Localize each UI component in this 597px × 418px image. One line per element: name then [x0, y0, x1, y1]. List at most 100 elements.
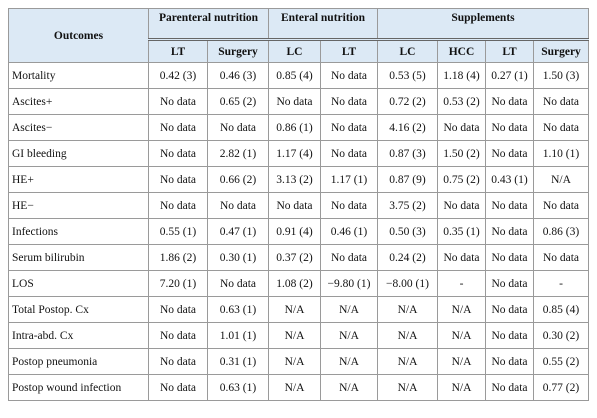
cell-value: No data — [148, 114, 208, 141]
cell-value: N/A — [268, 374, 321, 401]
cell-value: 0.77 (2) — [533, 374, 589, 401]
cell-value: 0.75 (2) — [437, 166, 486, 193]
cell-value: 0.37 (2) — [268, 244, 321, 271]
cell-value: No data — [437, 244, 486, 271]
cell-value: No data — [207, 114, 269, 141]
cell-value: No data — [485, 322, 534, 349]
cell-value: 3.13 (2) — [268, 166, 321, 193]
cell-value: 1.50 (2) — [437, 140, 486, 167]
column-header: LT — [148, 39, 208, 63]
cell-value: 0.46 (1) — [320, 218, 378, 245]
cell-value: 0.53 (2) — [437, 88, 486, 115]
column-header: LC — [377, 39, 438, 63]
outcome-label: Total Postop. Cx — [8, 296, 149, 323]
column-header: LC — [268, 39, 321, 63]
cell-value: No data — [485, 374, 534, 401]
cell-value: No data — [148, 166, 208, 193]
cell-value: 3.75 (2) — [377, 192, 438, 219]
cell-value: No data — [485, 270, 534, 297]
cell-value: 1.17 (4) — [268, 140, 321, 167]
data-row: Ascites+ No data 0.65 (2) No data No data 0.7… — [8, 88, 589, 115]
cell-value: −9.80 (1) — [320, 270, 378, 297]
data-row: Intra-abd. Cx No data 1.01 (1) N/A N/A N/A N/A… — [8, 322, 589, 349]
cell-value: N/A — [320, 348, 378, 375]
cell-value: 1.86 (2) — [148, 244, 208, 271]
cell-value: 0.86 (3) — [533, 218, 589, 245]
cell-value: No data — [533, 192, 589, 219]
cell-value: N/A — [377, 348, 438, 375]
outcome-label: HE− — [8, 192, 149, 219]
cell-value: 0.72 (2) — [377, 88, 438, 115]
cell-value: 0.86 (1) — [268, 114, 321, 141]
cell-value: N/A — [268, 322, 321, 349]
cell-value: No data — [320, 88, 378, 115]
cell-value: 0.46 (3) — [207, 62, 269, 89]
data-row: HE+ No data 0.66 (2) 3.13 (2) 1.17 (1) 0.87 (… — [8, 166, 589, 193]
data-row: Serum bilirubin 1.86 (2) 0.30 (1) 0.37 (2) N… — [8, 244, 589, 271]
table-head: Outcomes Parenteral nutrition Enteral nutr… — [8, 8, 589, 63]
cell-value: 7.20 (1) — [148, 270, 208, 297]
cell-value: No data — [268, 192, 321, 219]
cell-value: N/A — [320, 322, 378, 349]
cell-value: 0.63 (1) — [207, 296, 269, 323]
subheader-row: LT Surgery LC LT LC HCC LT Surgery — [9, 39, 589, 63]
cell-value: No data — [485, 296, 534, 323]
cell-value: 0.30 (2) — [533, 322, 589, 349]
data-row: GI bleeding No data 2.82 (1) 1.17 (4) No dat… — [8, 140, 589, 167]
outcome-label: Intra-abd. Cx — [8, 322, 149, 349]
cell-value: 0.55 (2) — [533, 348, 589, 375]
cell-value: No data — [148, 374, 208, 401]
cell-value: 0.66 (2) — [207, 166, 269, 193]
cell-value: 0.30 (1) — [207, 244, 269, 271]
cell-value: No data — [533, 88, 589, 115]
cell-value: No data — [148, 140, 208, 167]
cell-value: 1.01 (1) — [207, 322, 269, 349]
data-table: Outcomes Parenteral nutrition Enteral nutr… — [8, 8, 589, 401]
cell-value: - — [533, 270, 589, 297]
cell-value: No data — [485, 218, 534, 245]
cell-value: 1.18 (4) — [437, 62, 486, 89]
cell-value: 0.63 (1) — [207, 374, 269, 401]
cell-value: N/A — [377, 322, 438, 349]
outcome-label: GI bleeding — [8, 140, 149, 167]
column-header: Surgery — [207, 39, 269, 63]
outcome-label: Serum bilirubin — [8, 244, 149, 271]
cell-value: −8.00 (1) — [377, 270, 438, 297]
cell-value: No data — [320, 114, 378, 141]
cell-value: 0.24 (2) — [377, 244, 438, 271]
group-header: Parenteral nutrition — [148, 8, 269, 41]
cell-value: 0.85 (4) — [533, 296, 589, 323]
cell-value: No data — [485, 244, 534, 271]
cell-value: No data — [207, 270, 269, 297]
column-header: Surgery — [533, 39, 589, 63]
cell-value: 0.53 (5) — [377, 62, 438, 89]
cell-value: N/A — [320, 296, 378, 323]
data-row: Postop wound infection No data 0.63 (1) N/A… — [8, 374, 589, 401]
column-header: LT — [320, 39, 378, 63]
cell-value: No data — [207, 192, 269, 219]
cell-value: - — [437, 270, 486, 297]
cell-value: 0.31 (1) — [207, 348, 269, 375]
cell-value: 0.50 (3) — [377, 218, 438, 245]
cell-value: No data — [148, 192, 208, 219]
header-row: Outcomes Parenteral nutrition Enteral nutr… — [8, 8, 589, 63]
cell-value: 0.35 (1) — [437, 218, 486, 245]
cell-value: 0.65 (2) — [207, 88, 269, 115]
group-header: Enteral nutrition — [268, 8, 378, 41]
cell-value: No data — [148, 296, 208, 323]
outcomes-header: Outcomes — [8, 8, 149, 63]
cell-value: N/A — [377, 296, 438, 323]
cell-value: N/A — [437, 348, 486, 375]
cell-value: N/A — [437, 296, 486, 323]
cell-value: N/A — [268, 348, 321, 375]
outcome-label: Postop wound infection — [8, 374, 149, 401]
cell-value: 0.87 (9) — [377, 166, 438, 193]
cell-value: N/A — [533, 166, 589, 193]
data-row: LOS 7.20 (1) No data 1.08 (2) −9.80 (1) −8.00… — [8, 270, 589, 297]
cell-value: No data — [485, 192, 534, 219]
cell-value: 0.55 (1) — [148, 218, 208, 245]
cell-value: No data — [268, 88, 321, 115]
outcome-label: HE+ — [8, 166, 149, 193]
cell-value: N/A — [437, 322, 486, 349]
cell-value: No data — [485, 88, 534, 115]
